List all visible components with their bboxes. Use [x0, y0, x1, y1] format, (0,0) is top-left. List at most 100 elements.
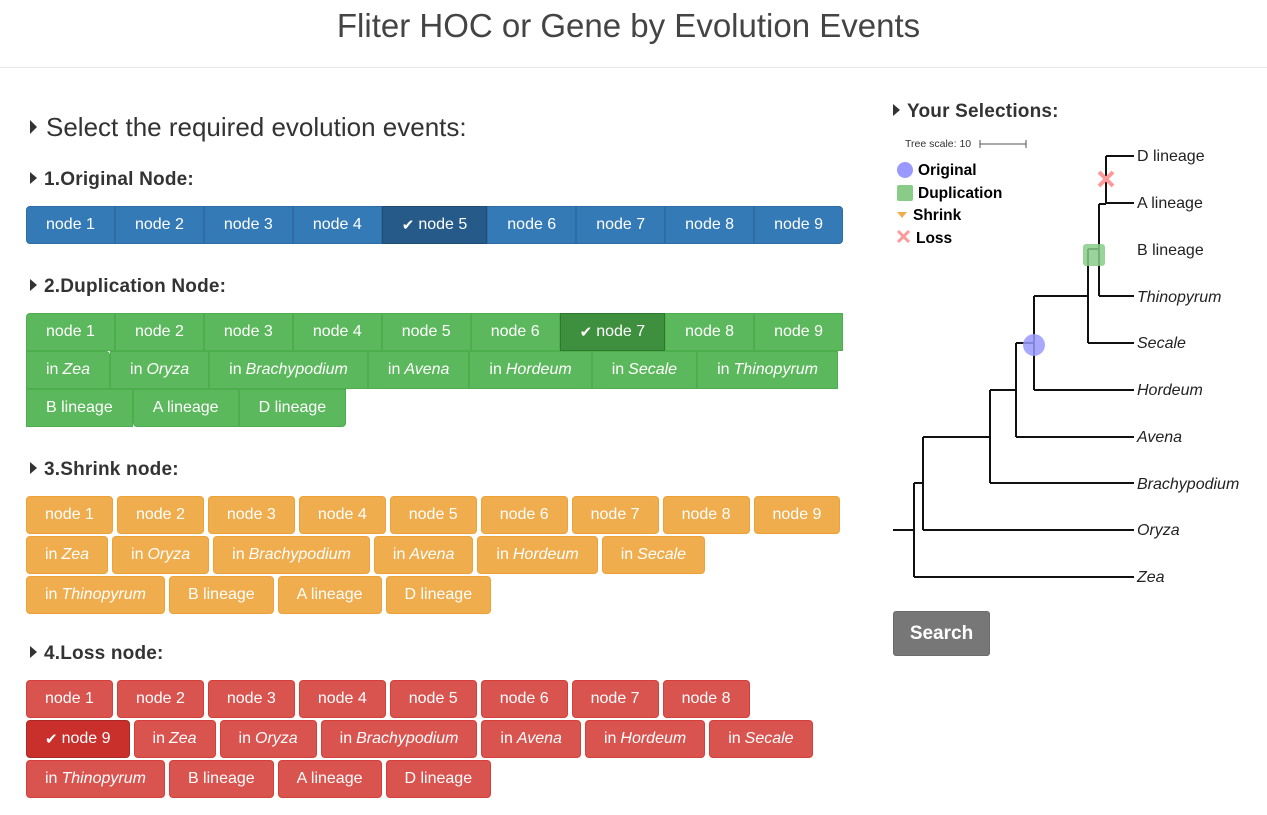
loss-btn-secale[interactable]: in Secale	[709, 720, 813, 758]
legend-shrink-label: Shrink	[913, 207, 962, 224]
shrink-btn-zea[interactable]: in Zea	[26, 536, 109, 574]
duplication-btn-node-6[interactable]: node 6	[470, 313, 560, 351]
leaf-zea: Zea	[1136, 569, 1165, 586]
original-btn-node-9[interactable]: node 9	[754, 206, 844, 244]
loss-btn-node-2[interactable]: node 2	[116, 680, 204, 718]
duplication-btn-node-1[interactable]: node 1	[26, 313, 115, 351]
leaf-thinopyrum: Thinopyrum	[1137, 289, 1221, 306]
loss-btn-node-4[interactable]: node 4	[298, 680, 386, 718]
shrink-btn-hordeum[interactable]: in Hordeum	[477, 536, 598, 574]
duplication-btn-node-5[interactable]: node 5	[381, 313, 471, 351]
search-button[interactable]: Search	[893, 611, 990, 656]
leaf-a-lineage: A lineage	[1137, 195, 1203, 212]
original-node-heading: 1.Original Node:	[30, 169, 194, 191]
shrink-btn-d-lineage[interactable]: D lineage	[385, 576, 492, 614]
original-btn-node-6[interactable]: node 6	[487, 206, 577, 244]
duplication-btn-thinopyrum[interactable]: in Thinopyrum	[697, 351, 838, 389]
original-btn-node-2[interactable]: node 2	[114, 206, 204, 244]
shrink-btn-node-3[interactable]: node 3	[207, 496, 295, 534]
loss-btn-brachypodium[interactable]: in Brachypodium	[320, 720, 478, 758]
original-btn-node-5[interactable]: ✔ node 5	[381, 206, 488, 244]
duplication-btn-secale[interactable]: in Secale	[591, 351, 698, 389]
duplication-legend-icon	[897, 185, 913, 201]
duplication-btn-a-lineage[interactable]: A lineage	[132, 389, 239, 427]
loss-node-marker	[1097, 170, 1115, 188]
duplication-btn-avena[interactable]: in Avena	[367, 351, 470, 389]
shrink-btn-thinopyrum[interactable]: in Thinopyrum	[26, 576, 165, 614]
caret-right-icon	[30, 171, 37, 184]
checkmark-icon: ✔	[579, 324, 593, 341]
leaf-b-lineage: B lineage	[1137, 242, 1204, 259]
shrink-btn-a-lineage[interactable]: A lineage	[277, 576, 382, 614]
duplication-btn-b-lineage[interactable]: B lineage	[26, 389, 133, 427]
loss-btn-a-lineage[interactable]: A lineage	[277, 760, 382, 798]
original-btn-node-1[interactable]: node 1	[26, 206, 115, 244]
shrink-btn-oryza[interactable]: in Oryza	[112, 536, 210, 574]
shrink-btn-node-5[interactable]: node 5	[389, 496, 477, 534]
leaf-avena: Avena	[1136, 429, 1182, 446]
shrink-btn-node-2[interactable]: node 2	[116, 496, 204, 534]
loss-btn-zea[interactable]: in Zea	[133, 720, 216, 758]
tree-leaf-labels: D lineage A lineage B lineage Thinopyrum…	[1136, 148, 1239, 586]
duplication-btn-oryza[interactable]: in Oryza	[110, 351, 210, 389]
duplication-btn-node-7[interactable]: ✔ node 7	[559, 313, 666, 351]
loss-legend-icon	[896, 229, 911, 244]
shrink-btn-brachypodium[interactable]: in Brachypodium	[213, 536, 370, 574]
caret-right-icon	[30, 645, 37, 658]
duplication-node-group: node 1 node 2 node 3 node 4 node 5 node 6 ✔ nod…	[26, 313, 856, 427]
caret-right-icon	[30, 120, 37, 135]
shrink-node-heading: 3.Shrink node:	[30, 459, 179, 481]
page-title: Fliter HOC or Gene by Evolution Events	[336, 7, 921, 44]
caret-right-icon	[893, 103, 900, 116]
shrink-btn-node-4[interactable]: node 4	[298, 496, 386, 534]
loss-btn-thinopyrum[interactable]: in Thinopyrum	[26, 760, 165, 798]
shrink-btn-secale[interactable]: in Secale	[601, 536, 706, 574]
duplication-btn-zea[interactable]: in Zea	[26, 351, 111, 389]
loss-btn-node-5[interactable]: node 5	[389, 680, 477, 718]
duplication-btn-node-4[interactable]: node 4	[292, 313, 382, 351]
main-heading-text: Select the required evolution events:	[46, 112, 467, 142]
duplication-btn-hordeum[interactable]: in Hordeum	[469, 351, 592, 389]
loss-btn-node-1[interactable]: node 1	[26, 680, 113, 718]
duplication-btn-node-9[interactable]: node 9	[754, 313, 844, 351]
original-btn-node-7[interactable]: node 7	[576, 206, 666, 244]
original-btn-node-4[interactable]: node 4	[292, 206, 382, 244]
loss-btn-node-3[interactable]: node 3	[207, 680, 295, 718]
loss-btn-node-9[interactable]: ✔ node 9	[26, 720, 130, 758]
legend-duplication-label: Duplication	[918, 185, 1002, 202]
duplication-btn-node-8[interactable]: node 8	[665, 313, 755, 351]
shrink-btn-node-9[interactable]: node 9	[753, 496, 841, 534]
shrink-btn-avena[interactable]: in Avena	[373, 536, 474, 574]
shrink-btn-node-8[interactable]: node 8	[662, 496, 750, 534]
shrink-btn-b-lineage[interactable]: B lineage	[168, 576, 274, 614]
shrink-btn-node-1[interactable]: node 1	[26, 496, 113, 534]
selections-heading: Your Selections:	[893, 101, 1059, 123]
checkmark-icon: ✔	[401, 217, 415, 234]
tree-legend: Original Duplication Shrink Loss	[896, 162, 1002, 247]
shrink-btn-node-6[interactable]: node 6	[480, 496, 568, 534]
duplication-btn-node-3[interactable]: node 3	[203, 313, 293, 351]
loss-btn-node-6[interactable]: node 6	[480, 680, 568, 718]
shrink-btn-node-7[interactable]: node 7	[571, 496, 659, 534]
page-header: Fliter HOC or Gene by Evolution Events	[0, 0, 1267, 68]
legend-loss-label: Loss	[916, 230, 952, 247]
shrink-node-group: node 1 node 2 node 3 node 4 node 5 node 6 node…	[26, 496, 846, 616]
original-btn-node-8[interactable]: node 8	[665, 206, 755, 244]
tree-scale: Tree scale: 10	[905, 138, 1027, 150]
original-legend-icon	[897, 162, 913, 178]
loss-btn-hordeum[interactable]: in Hordeum	[584, 720, 706, 758]
leaf-secale: Secale	[1137, 335, 1186, 352]
loss-btn-avena[interactable]: in Avena	[481, 720, 581, 758]
loss-btn-oryza[interactable]: in Oryza	[219, 720, 317, 758]
loss-node-group: node 1 node 2 node 3 node 4 node 5 node 6 node…	[26, 680, 846, 800]
duplication-btn-d-lineage[interactable]: D lineage	[238, 389, 347, 427]
loss-btn-b-lineage[interactable]: B lineage	[168, 760, 274, 798]
loss-btn-node-8[interactable]: node 8	[662, 680, 750, 718]
loss-btn-d-lineage[interactable]: D lineage	[385, 760, 492, 798]
original-btn-node-3[interactable]: node 3	[203, 206, 293, 244]
loss-btn-node-7[interactable]: node 7	[571, 680, 659, 718]
leaf-hordeum: Hordeum	[1137, 382, 1203, 399]
duplication-btn-node-2[interactable]: node 2	[114, 313, 204, 351]
duplication-btn-brachypodium[interactable]: in Brachypodium	[209, 351, 368, 389]
legend-original-label: Original	[918, 162, 977, 179]
